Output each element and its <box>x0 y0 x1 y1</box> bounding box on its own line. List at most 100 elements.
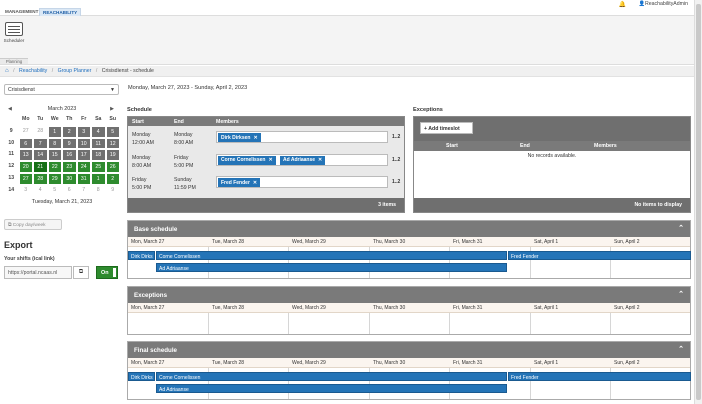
more-indicator[interactable]: 1..2 <box>392 134 401 140</box>
calendar-day[interactable]: 12 <box>105 137 120 150</box>
ical-link-input[interactable]: https://portal.ncaas.nl <box>4 266 72 279</box>
close-icon[interactable]: ✕ <box>268 157 273 163</box>
next-month-icon[interactable]: ▶ <box>110 106 114 112</box>
calendar-day[interactable]: 23 <box>62 161 77 173</box>
tab-management[interactable]: MANAGEMENT <box>5 9 39 14</box>
calendar-day[interactable]: 4 <box>38 186 42 193</box>
weekday-header: We <box>50 116 59 122</box>
event-ad-adriaanse[interactable]: Ad Adriaanse <box>156 384 507 393</box>
calendar-day[interactable]: 22 <box>47 161 62 173</box>
event-dirk-dirksen[interactable]: Dirk Dirks <box>128 251 155 260</box>
calendar-day[interactable]: 8 <box>96 186 100 193</box>
calendar-day[interactable]: 25 <box>91 161 106 173</box>
calendar-day[interactable]: 28 <box>37 127 44 134</box>
base-days-row: Mon, March 27 Tue, March 28 Wed, March 29 T… <box>128 237 690 247</box>
calendar-day[interactable]: 28 <box>33 172 48 185</box>
calendar-day[interactable]: 5 <box>105 125 120 138</box>
chevron-up-icon[interactable]: ⌃ <box>678 291 684 298</box>
more-indicator[interactable]: 1..2 <box>392 179 401 185</box>
schedule-row[interactable]: Monday 8:00 AM Friday 5:00 PM Corne Cornelis… <box>128 150 404 172</box>
schedule-row[interactable]: Friday 5:00 PM Sunday 11:59 PM Fred Fender ✕ 1… <box>128 172 404 194</box>
calendar-day[interactable]: 27 <box>22 127 29 134</box>
member-chip[interactable]: Ad Adriaanse ✕ <box>280 155 326 165</box>
vertical-scrollbar[interactable] <box>694 0 702 404</box>
schedule-row[interactable]: Monday 12:00 AM Monday 8:00 AM Dirk Dirksen ✕… <box>128 127 404 149</box>
close-icon[interactable]: ✕ <box>252 179 258 186</box>
event-corne-cornelissen[interactable]: Corne Cornelissen <box>156 372 507 381</box>
member-chip[interactable]: Corne Cornelissen ✕ <box>218 155 276 165</box>
calendar-day[interactable]: 5 <box>53 186 57 193</box>
calendar-day[interactable]: 1 <box>47 125 62 138</box>
event-dirk-dirksen[interactable]: Dirk Dirks <box>128 372 155 381</box>
calendar-day[interactable]: 10 <box>76 137 91 150</box>
home-icon[interactable]: ⌂ <box>5 68 9 74</box>
event-fred-fender[interactable]: Fred Fender <box>508 372 691 381</box>
breadcrumb-group-planner[interactable]: Group Planner <box>57 68 92 74</box>
breadcrumb-reachability[interactable]: Reachability <box>18 68 48 74</box>
event-fred-fender[interactable]: Fred Fender <box>508 251 691 260</box>
member-chip[interactable]: Fred Fender ✕ <box>218 178 261 187</box>
user-menu[interactable]: 👤ReachabilityAdmin <box>639 1 688 7</box>
day-header: Tue, March 28 <box>212 360 245 366</box>
calendar-day[interactable]: 6 <box>18 137 33 150</box>
calendar-day[interactable]: 14 <box>33 149 48 162</box>
add-timeslot-button[interactable]: + Add timeslot <box>420 122 473 134</box>
day-header: Sat, April 1 <box>534 239 559 245</box>
event-ad-adriaanse[interactable]: Ad Adriaanse <box>156 263 507 272</box>
group-select[interactable]: Crisisdienst ▼ <box>4 84 119 95</box>
chevron-up-icon[interactable]: ⌃ <box>678 225 684 232</box>
calendar-day[interactable]: 17 <box>76 149 91 162</box>
calendar-day[interactable]: 27 <box>18 172 33 185</box>
final-schedule-header[interactable]: Final schedule ⌃ <box>128 342 690 358</box>
exceptions-panel-header[interactable]: Exceptions ⌃ <box>128 287 690 303</box>
members-input[interactable]: Corne Cornelissen ✕ Ad Adriaanse ✕ <box>216 153 388 166</box>
calendar-day[interactable]: 15 <box>47 149 62 162</box>
scheduler-button[interactable]: Scheduler <box>3 22 25 43</box>
calendar-day[interactable]: 24 <box>76 161 91 173</box>
calendar-day[interactable]: 1 <box>91 172 106 185</box>
event-corne-cornelissen[interactable]: Corne Cornelissen <box>156 251 507 260</box>
close-icon[interactable]: ✕ <box>253 134 258 141</box>
calendar-day[interactable]: 6 <box>67 186 71 193</box>
calendar-day[interactable]: 7 <box>33 137 48 150</box>
row-end: Monday 8:00 AM <box>174 131 193 147</box>
calendar-day[interactable]: 8 <box>47 137 62 150</box>
member-chip[interactable]: Dirk Dirksen ✕ <box>218 133 261 142</box>
calendar-day[interactable]: 13 <box>18 149 33 162</box>
calendar-day[interactable]: 7 <box>82 186 86 193</box>
chevron-up-icon[interactable]: ⌃ <box>678 346 684 353</box>
calendar-day[interactable]: 21 <box>33 161 48 173</box>
calendar-day[interactable]: 16 <box>62 149 77 162</box>
calendar-selected-date: Tuesday, March 21, 2023 <box>31 198 93 205</box>
day-header: Mon, March 27 <box>131 239 165 245</box>
calendar-day[interactable]: 20 <box>18 161 33 173</box>
calendar-day[interactable]: 11 <box>91 137 106 150</box>
calendar-day[interactable]: 4 <box>91 125 106 138</box>
calendar-day[interactable]: 19 <box>105 149 120 162</box>
calendar-day[interactable]: 3 <box>76 125 91 138</box>
toggle-label: On <box>101 270 109 276</box>
close-icon[interactable]: ✕ <box>318 157 323 163</box>
members-input[interactable]: Dirk Dirksen ✕ <box>216 131 388 143</box>
copy-day-week-button[interactable]: ⧉ Copy day/week <box>4 219 62 230</box>
more-indicator[interactable]: 1..2 <box>392 156 401 163</box>
base-schedule-header[interactable]: Base schedule ⌃ <box>128 221 690 237</box>
calendar-day[interactable]: 29 <box>47 172 62 185</box>
copy-link-icon[interactable]: ⧉ <box>73 266 89 279</box>
prev-month-icon[interactable]: ◀ <box>8 106 12 112</box>
bell-icon[interactable]: 🔔 <box>618 2 626 8</box>
calendar-day[interactable]: 2 <box>62 125 77 138</box>
calendar-day[interactable]: 9 <box>111 186 115 193</box>
calendar-day[interactable]: 30 <box>62 172 77 185</box>
scrollbar-thumb[interactable] <box>696 4 701 400</box>
tab-reachability[interactable]: REACHABILITY <box>39 8 82 16</box>
members-input[interactable]: Fred Fender ✕ <box>216 176 388 188</box>
ical-toggle[interactable]: On <box>96 266 118 279</box>
calendar-day[interactable]: 26 <box>105 161 120 173</box>
calendar-day[interactable]: 18 <box>91 149 106 162</box>
calendar-day[interactable]: 9 <box>62 137 77 150</box>
calendar-day[interactable]: 31 <box>76 172 91 185</box>
calendar-day[interactable]: 2 <box>105 172 120 185</box>
day-header: Sun, April 2 <box>614 305 640 311</box>
calendar-day[interactable]: 3 <box>24 186 28 193</box>
